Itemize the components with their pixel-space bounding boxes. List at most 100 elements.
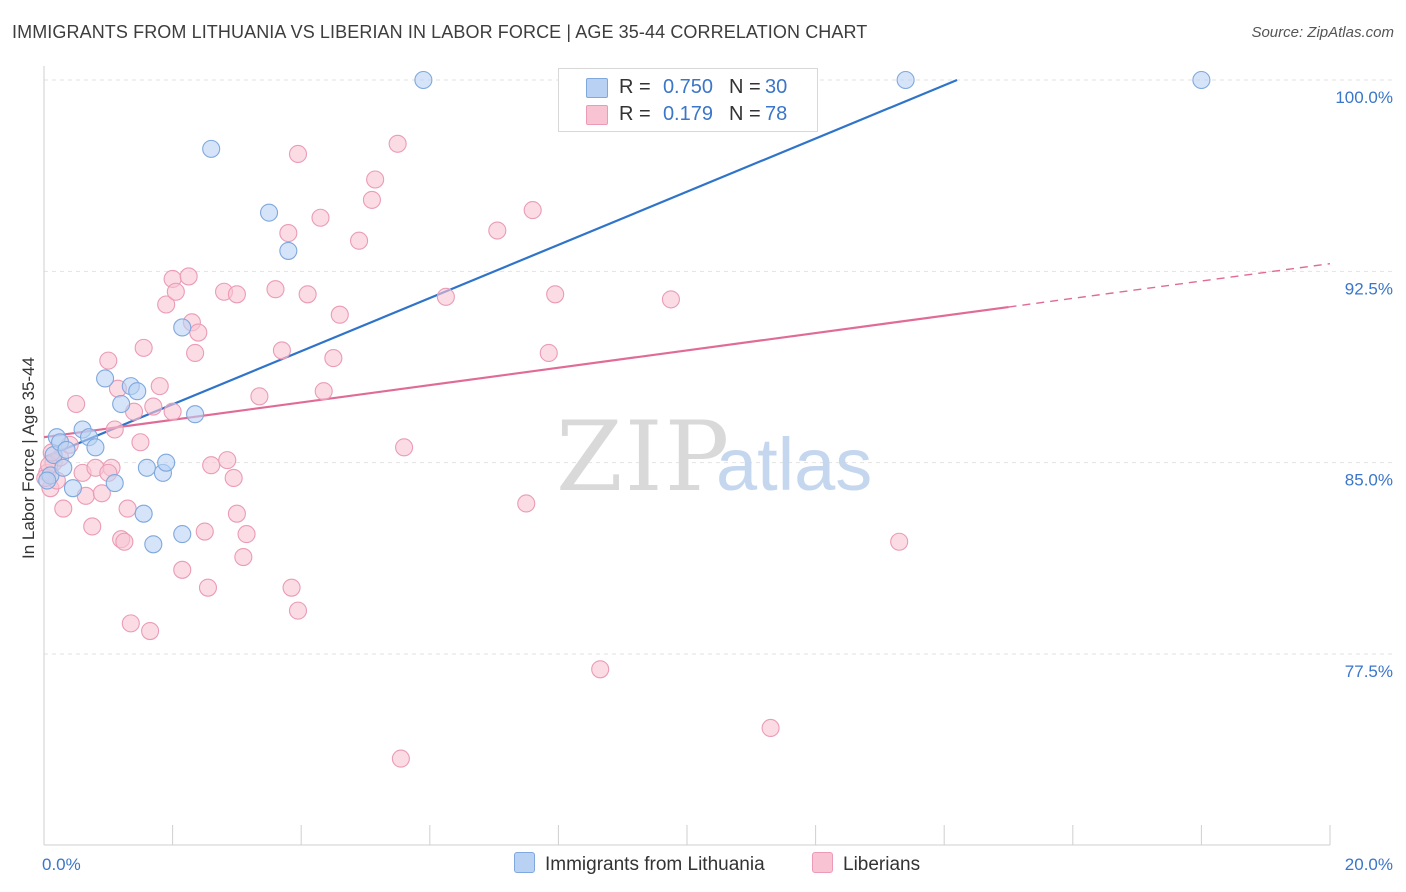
point-lithuania bbox=[157, 453, 176, 472]
point-liberians bbox=[266, 280, 285, 299]
point-lithuania bbox=[279, 241, 298, 260]
point-liberians bbox=[546, 285, 565, 304]
n-label: N = bbox=[729, 103, 761, 125]
point-liberians bbox=[350, 231, 369, 250]
point-liberians bbox=[54, 499, 73, 518]
point-lithuania bbox=[1192, 70, 1211, 90]
trend-line-liberians-extension bbox=[1008, 262, 1331, 308]
y-tick-label: 85.0% bbox=[1345, 471, 1393, 490]
r-value: 0.179 bbox=[662, 103, 713, 125]
point-lithuania bbox=[896, 70, 915, 90]
point-liberians bbox=[890, 532, 909, 551]
watermark-atlas: atlas bbox=[716, 423, 872, 506]
point-liberians bbox=[272, 341, 291, 360]
point-liberians bbox=[186, 343, 205, 363]
grid-lines bbox=[44, 79, 1394, 655]
point-liberians bbox=[105, 420, 124, 439]
point-liberians bbox=[150, 377, 169, 396]
data-points bbox=[36, 70, 1211, 768]
legend-item-liberians[interactable]: Liberians bbox=[812, 852, 920, 876]
liberians-swatch bbox=[586, 105, 608, 125]
point-lithuania bbox=[112, 394, 131, 414]
point-liberians bbox=[115, 532, 134, 551]
chart-title: IMMIGRANTS FROM LITHUANIA VS LIBERIAN IN… bbox=[12, 22, 868, 42]
point-liberians bbox=[288, 601, 308, 620]
point-liberians bbox=[279, 224, 298, 243]
r-label: R = bbox=[619, 76, 651, 98]
point-liberians bbox=[282, 578, 301, 597]
point-lithuania bbox=[86, 438, 105, 457]
point-lithuania bbox=[137, 458, 156, 477]
point-liberians bbox=[314, 382, 333, 401]
point-liberians bbox=[99, 351, 118, 370]
liberians-legend-swatch bbox=[812, 852, 833, 873]
point-liberians bbox=[250, 387, 269, 406]
lithuania-swatch bbox=[586, 78, 608, 98]
point-liberians bbox=[144, 397, 163, 416]
point-lithuania bbox=[202, 139, 221, 158]
legend-label: Immigrants from Lithuania bbox=[545, 854, 765, 875]
point-liberians bbox=[298, 285, 317, 304]
point-lithuania bbox=[105, 474, 124, 493]
x-tick-label: 20.0% bbox=[1345, 855, 1393, 874]
y-axis-label: In Labor Force | Age 35-44 bbox=[19, 357, 38, 559]
point-liberians bbox=[83, 517, 102, 536]
point-lithuania bbox=[259, 203, 279, 222]
point-liberians bbox=[237, 525, 256, 544]
point-liberians bbox=[311, 208, 330, 227]
y-tick-label: 77.5% bbox=[1345, 662, 1393, 681]
point-liberians bbox=[234, 548, 253, 567]
point-lithuania bbox=[173, 525, 192, 544]
legend-label: Liberians bbox=[843, 854, 921, 875]
watermark-zip: ZIP bbox=[556, 401, 731, 513]
point-liberians bbox=[539, 343, 558, 363]
point-liberians bbox=[523, 201, 542, 220]
point-liberians bbox=[141, 621, 160, 641]
point-liberians bbox=[179, 267, 198, 286]
point-liberians bbox=[395, 438, 414, 457]
r-value: 0.750 bbox=[662, 76, 713, 98]
point-liberians bbox=[488, 221, 507, 240]
point-liberians bbox=[366, 170, 385, 189]
point-liberians bbox=[131, 433, 150, 452]
y-tick-label: 100.0% bbox=[1335, 88, 1393, 107]
lithuania-legend-swatch bbox=[514, 852, 535, 873]
point-lithuania bbox=[38, 471, 57, 490]
legend-row-lithuania: R = 0.750 N = 30 bbox=[559, 73, 817, 101]
point-liberians bbox=[198, 578, 218, 597]
point-liberians bbox=[157, 295, 176, 314]
point-lithuania bbox=[134, 504, 153, 523]
n-label: N = bbox=[729, 76, 761, 98]
trend-lines bbox=[43, 78, 1331, 459]
point-liberians bbox=[92, 484, 111, 503]
point-liberians bbox=[195, 522, 214, 541]
point-liberians bbox=[330, 305, 349, 324]
trend-line-liberians bbox=[43, 305, 1009, 439]
point-liberians bbox=[288, 144, 308, 164]
point-liberians bbox=[436, 287, 455, 306]
point-lithuania bbox=[414, 70, 433, 90]
point-liberians bbox=[166, 282, 185, 301]
point-lithuania bbox=[57, 440, 76, 459]
point-liberians bbox=[517, 494, 536, 513]
point-liberians bbox=[227, 504, 246, 523]
y-tick-label: 92.5% bbox=[1345, 279, 1393, 298]
point-lithuania bbox=[144, 535, 163, 554]
point-liberians bbox=[67, 394, 86, 414]
point-liberians bbox=[202, 456, 221, 475]
tick-labels: 100.0% 92.5% 85.0% 77.5% 0.0% 20.0% bbox=[42, 88, 1393, 874]
point-liberians bbox=[224, 468, 243, 488]
point-liberians bbox=[661, 290, 680, 309]
point-lithuania bbox=[54, 458, 73, 477]
point-liberians bbox=[173, 560, 192, 579]
point-liberians bbox=[761, 718, 780, 738]
legend-item-lithuania[interactable]: Immigrants from Lithuania bbox=[514, 852, 765, 876]
point-liberians bbox=[391, 749, 410, 768]
point-liberians bbox=[118, 499, 137, 518]
n-value: 30 bbox=[765, 76, 788, 98]
x-tick-label: 0.0% bbox=[42, 855, 81, 874]
point-liberians bbox=[362, 190, 381, 209]
point-lithuania bbox=[96, 369, 115, 388]
point-liberians bbox=[591, 660, 610, 679]
